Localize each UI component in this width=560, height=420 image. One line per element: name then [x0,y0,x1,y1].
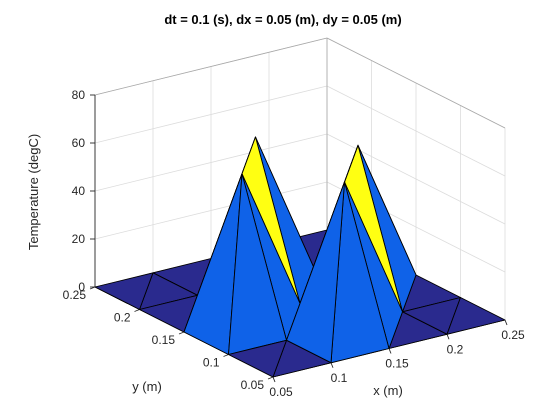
surface-face [228,339,287,378]
box-edge [326,37,506,129]
box-edge [94,37,328,96]
wall-grid-line [94,181,328,240]
z-tick-label: 20 [72,232,86,246]
y-tick-mark [267,376,274,380]
x-tick-mark [504,319,508,326]
x-tick-label: 0.05 [269,385,293,399]
y-tick-label: 0.2 [114,311,131,325]
y-tick-mark [223,354,229,357]
x-tick-mark [330,362,334,368]
wall-grid-line [94,85,328,144]
surface-face [94,272,154,310]
y-tick-label: 0.05 [241,378,265,392]
z-tick-label: 40 [72,184,86,198]
x-tick-label: 0.25 [501,328,525,342]
wall-grid-line [94,133,328,192]
surface [94,136,506,378]
z-tick-label: 80 [72,88,86,102]
surface-face [446,297,506,335]
x-tick-mark [272,376,276,383]
y-tick-mark [134,309,140,312]
z-tick-label: 60 [72,136,86,150]
x-tick-mark [388,348,392,354]
z-axis-label: Temperature (degC) [26,134,41,250]
z-tick-label: 0 [78,280,85,294]
x-tick-label: 0.1 [331,371,348,385]
x-axis-label: x (m) [373,383,403,398]
y-tick-mark [178,331,185,335]
x-tick-label: 0.2 [447,342,464,356]
tick-labels: 0.050.10.150.20.250.050.10.150.20.250204… [63,88,525,399]
x-tick-label: 0.15 [385,357,409,371]
y-tick-label: 0.25 [63,288,87,302]
y-axis-label: y (m) [132,379,162,394]
x-tick-mark [446,334,450,340]
chart-title: dt = 0.1 (s), dx = 0.05 (m), dy = 0.05 (… [164,12,401,27]
y-tick-label: 0.1 [203,356,220,370]
y-tick-label: 0.15 [152,333,176,347]
wall-grid-line [326,85,506,177]
